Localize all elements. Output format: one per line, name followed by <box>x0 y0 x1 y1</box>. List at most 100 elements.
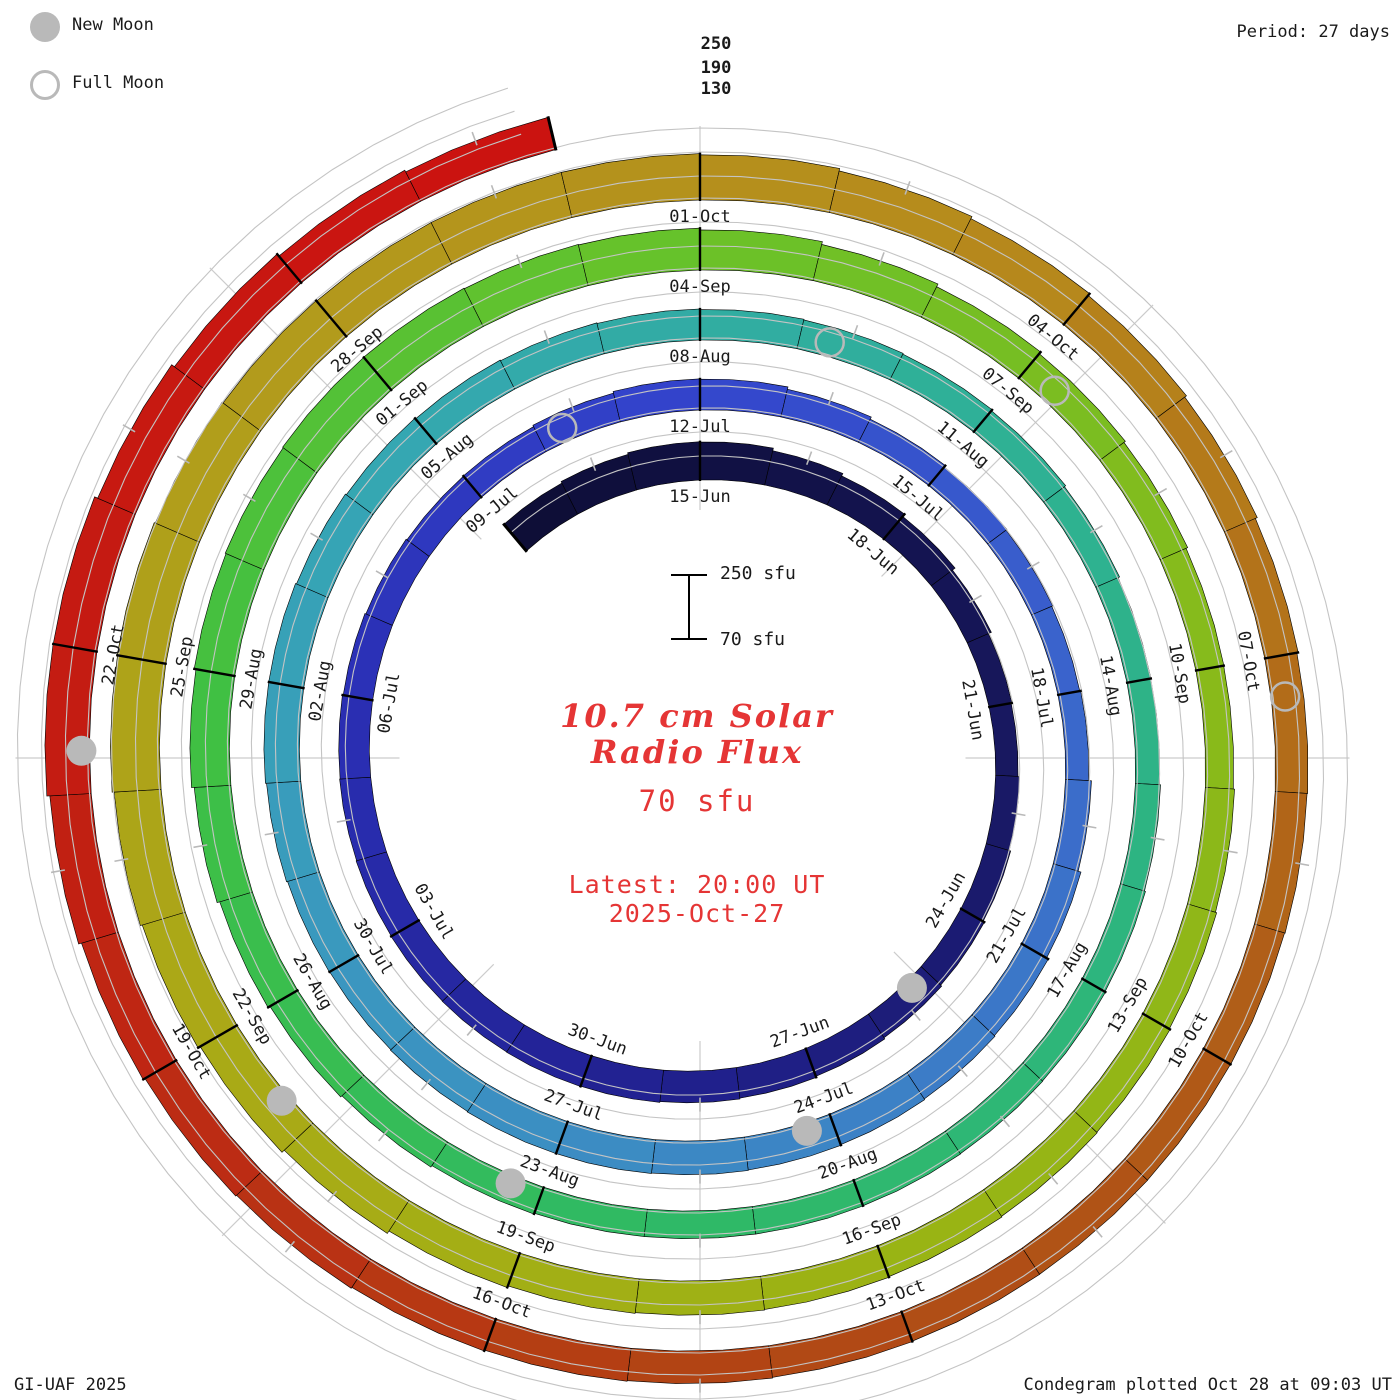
segment-tick <box>1020 942 1050 961</box>
minor-tick <box>471 131 478 146</box>
flux-bar-day <box>612 378 701 423</box>
flux-bar-day <box>389 1026 487 1112</box>
flux-bar-day <box>699 309 805 350</box>
minor-tick <box>1219 449 1233 459</box>
flux-bar-day <box>699 154 841 213</box>
scale-bar-bottom-label: 70 sfu <box>720 629 786 650</box>
segment-tick <box>1263 651 1300 660</box>
minor-tick <box>910 1009 921 1021</box>
latest-time: Latest: 20:00 UT <box>568 870 826 899</box>
flux-bar-day <box>883 515 956 587</box>
flux-bar-day <box>796 319 904 381</box>
date-label: 29-Aug <box>236 647 266 711</box>
minor-tick <box>264 831 279 836</box>
minor-ticks <box>50 131 1310 1393</box>
flux-bar-day <box>363 287 484 391</box>
flux-bar-day <box>500 322 605 390</box>
minor-tick <box>968 594 982 604</box>
segment-tick <box>828 1112 843 1147</box>
flux-bar-day <box>889 353 993 433</box>
minor-tick <box>1223 849 1238 854</box>
flux-bar-day <box>466 1083 569 1154</box>
segment-tick <box>192 667 236 678</box>
flux-bar-day <box>930 569 992 644</box>
scale-bar-top-label: 250 sfu <box>720 563 796 584</box>
flux-bar-day <box>113 789 186 926</box>
flux-bar-day <box>1254 791 1308 934</box>
flux-bar-day <box>533 1186 648 1237</box>
minor-tick <box>375 570 389 579</box>
minor-tick <box>543 330 550 344</box>
flux-bar-day <box>960 843 1012 922</box>
minor-tick <box>420 1078 432 1091</box>
flux-bar-day <box>268 583 329 689</box>
segment-tick <box>927 464 947 487</box>
flux-bar-day <box>1142 903 1218 1030</box>
center-annotation: 10.7 cm Solar Radio Flux 70 sfu Latest: … <box>437 698 957 928</box>
flux-bar-day <box>1126 678 1160 786</box>
chart-title-line2: Radio Flux <box>590 733 804 771</box>
flux-bar-day <box>1155 396 1258 533</box>
flux-bar-day <box>342 613 393 701</box>
flux-bar-day <box>920 286 1042 379</box>
date-label: 14-Aug <box>1095 654 1125 718</box>
segment-tick <box>804 1047 818 1079</box>
date-label: 06-Jul <box>374 671 404 735</box>
scale-bar-line <box>688 574 690 640</box>
minor-tick <box>378 1129 389 1142</box>
date-label: 12-Jul <box>669 417 730 437</box>
credit-label: GI-UAF 2025 <box>14 1375 127 1395</box>
minor-tick <box>114 858 129 863</box>
latest-reading: Latest: 20:00 UT 2025-Oct-27 <box>437 870 957 928</box>
date-label: 02-Aug <box>305 659 335 723</box>
segment-tick <box>266 988 300 1009</box>
flux-gridline-250 <box>16 87 1349 1400</box>
segment-tick <box>482 1317 498 1353</box>
chart-title: 10.7 cm Solar Radio Flux <box>437 698 957 770</box>
flux-bar-day <box>988 702 1019 777</box>
segment-tick <box>1062 292 1092 327</box>
flux-bar-day <box>973 410 1067 503</box>
date-label: 07-Oct <box>1233 629 1263 693</box>
segment-tick <box>578 1054 594 1088</box>
segment-tick <box>546 116 558 151</box>
segment-tick <box>413 416 438 446</box>
flux-scale-bar <box>671 574 707 642</box>
minor-tick <box>1295 862 1310 867</box>
flux-bar-day <box>906 1014 996 1100</box>
flux-bar-day <box>983 1110 1098 1217</box>
new-moon-label: New Moon <box>72 15 154 35</box>
minor-tick <box>1011 812 1026 817</box>
flux-bar-day <box>49 793 119 945</box>
flux-bar-day <box>388 1199 521 1288</box>
flux-bar-day <box>1187 787 1235 913</box>
flux-bar-day <box>735 1048 817 1099</box>
segment-tick <box>972 408 994 434</box>
date-label: 04-Sep <box>669 277 730 297</box>
segment-tick <box>115 653 167 666</box>
minor-tick <box>50 869 65 874</box>
segment-tick <box>987 701 1014 709</box>
flux-bar-day <box>532 392 621 453</box>
minor-tick <box>568 398 575 412</box>
flux-bar-day <box>853 1130 961 1207</box>
segment-tick <box>389 918 421 938</box>
minor-tick <box>1089 524 1103 534</box>
date-label: 08-Aug <box>669 347 730 367</box>
segment-ticks <box>51 116 1300 1353</box>
minor-tick <box>589 457 597 471</box>
segment-tick <box>1056 689 1082 697</box>
segment-tick <box>1201 1047 1233 1066</box>
segment-tick <box>196 1023 239 1050</box>
minor-tick <box>1154 487 1168 497</box>
latest-date: 2025-Oct-27 <box>608 899 786 928</box>
scale-bar-bottom-cap <box>671 638 707 640</box>
minor-tick <box>1048 1173 1059 1185</box>
flux-bar-day <box>355 851 420 937</box>
segment-tick <box>341 693 374 702</box>
plotted-timestamp: Condegram plotted Oct 28 at 09:03 UT <box>1023 1375 1392 1395</box>
full-moon-marker <box>1269 681 1301 712</box>
flux-bar-day <box>699 378 789 418</box>
flux-bar-day <box>338 694 373 780</box>
